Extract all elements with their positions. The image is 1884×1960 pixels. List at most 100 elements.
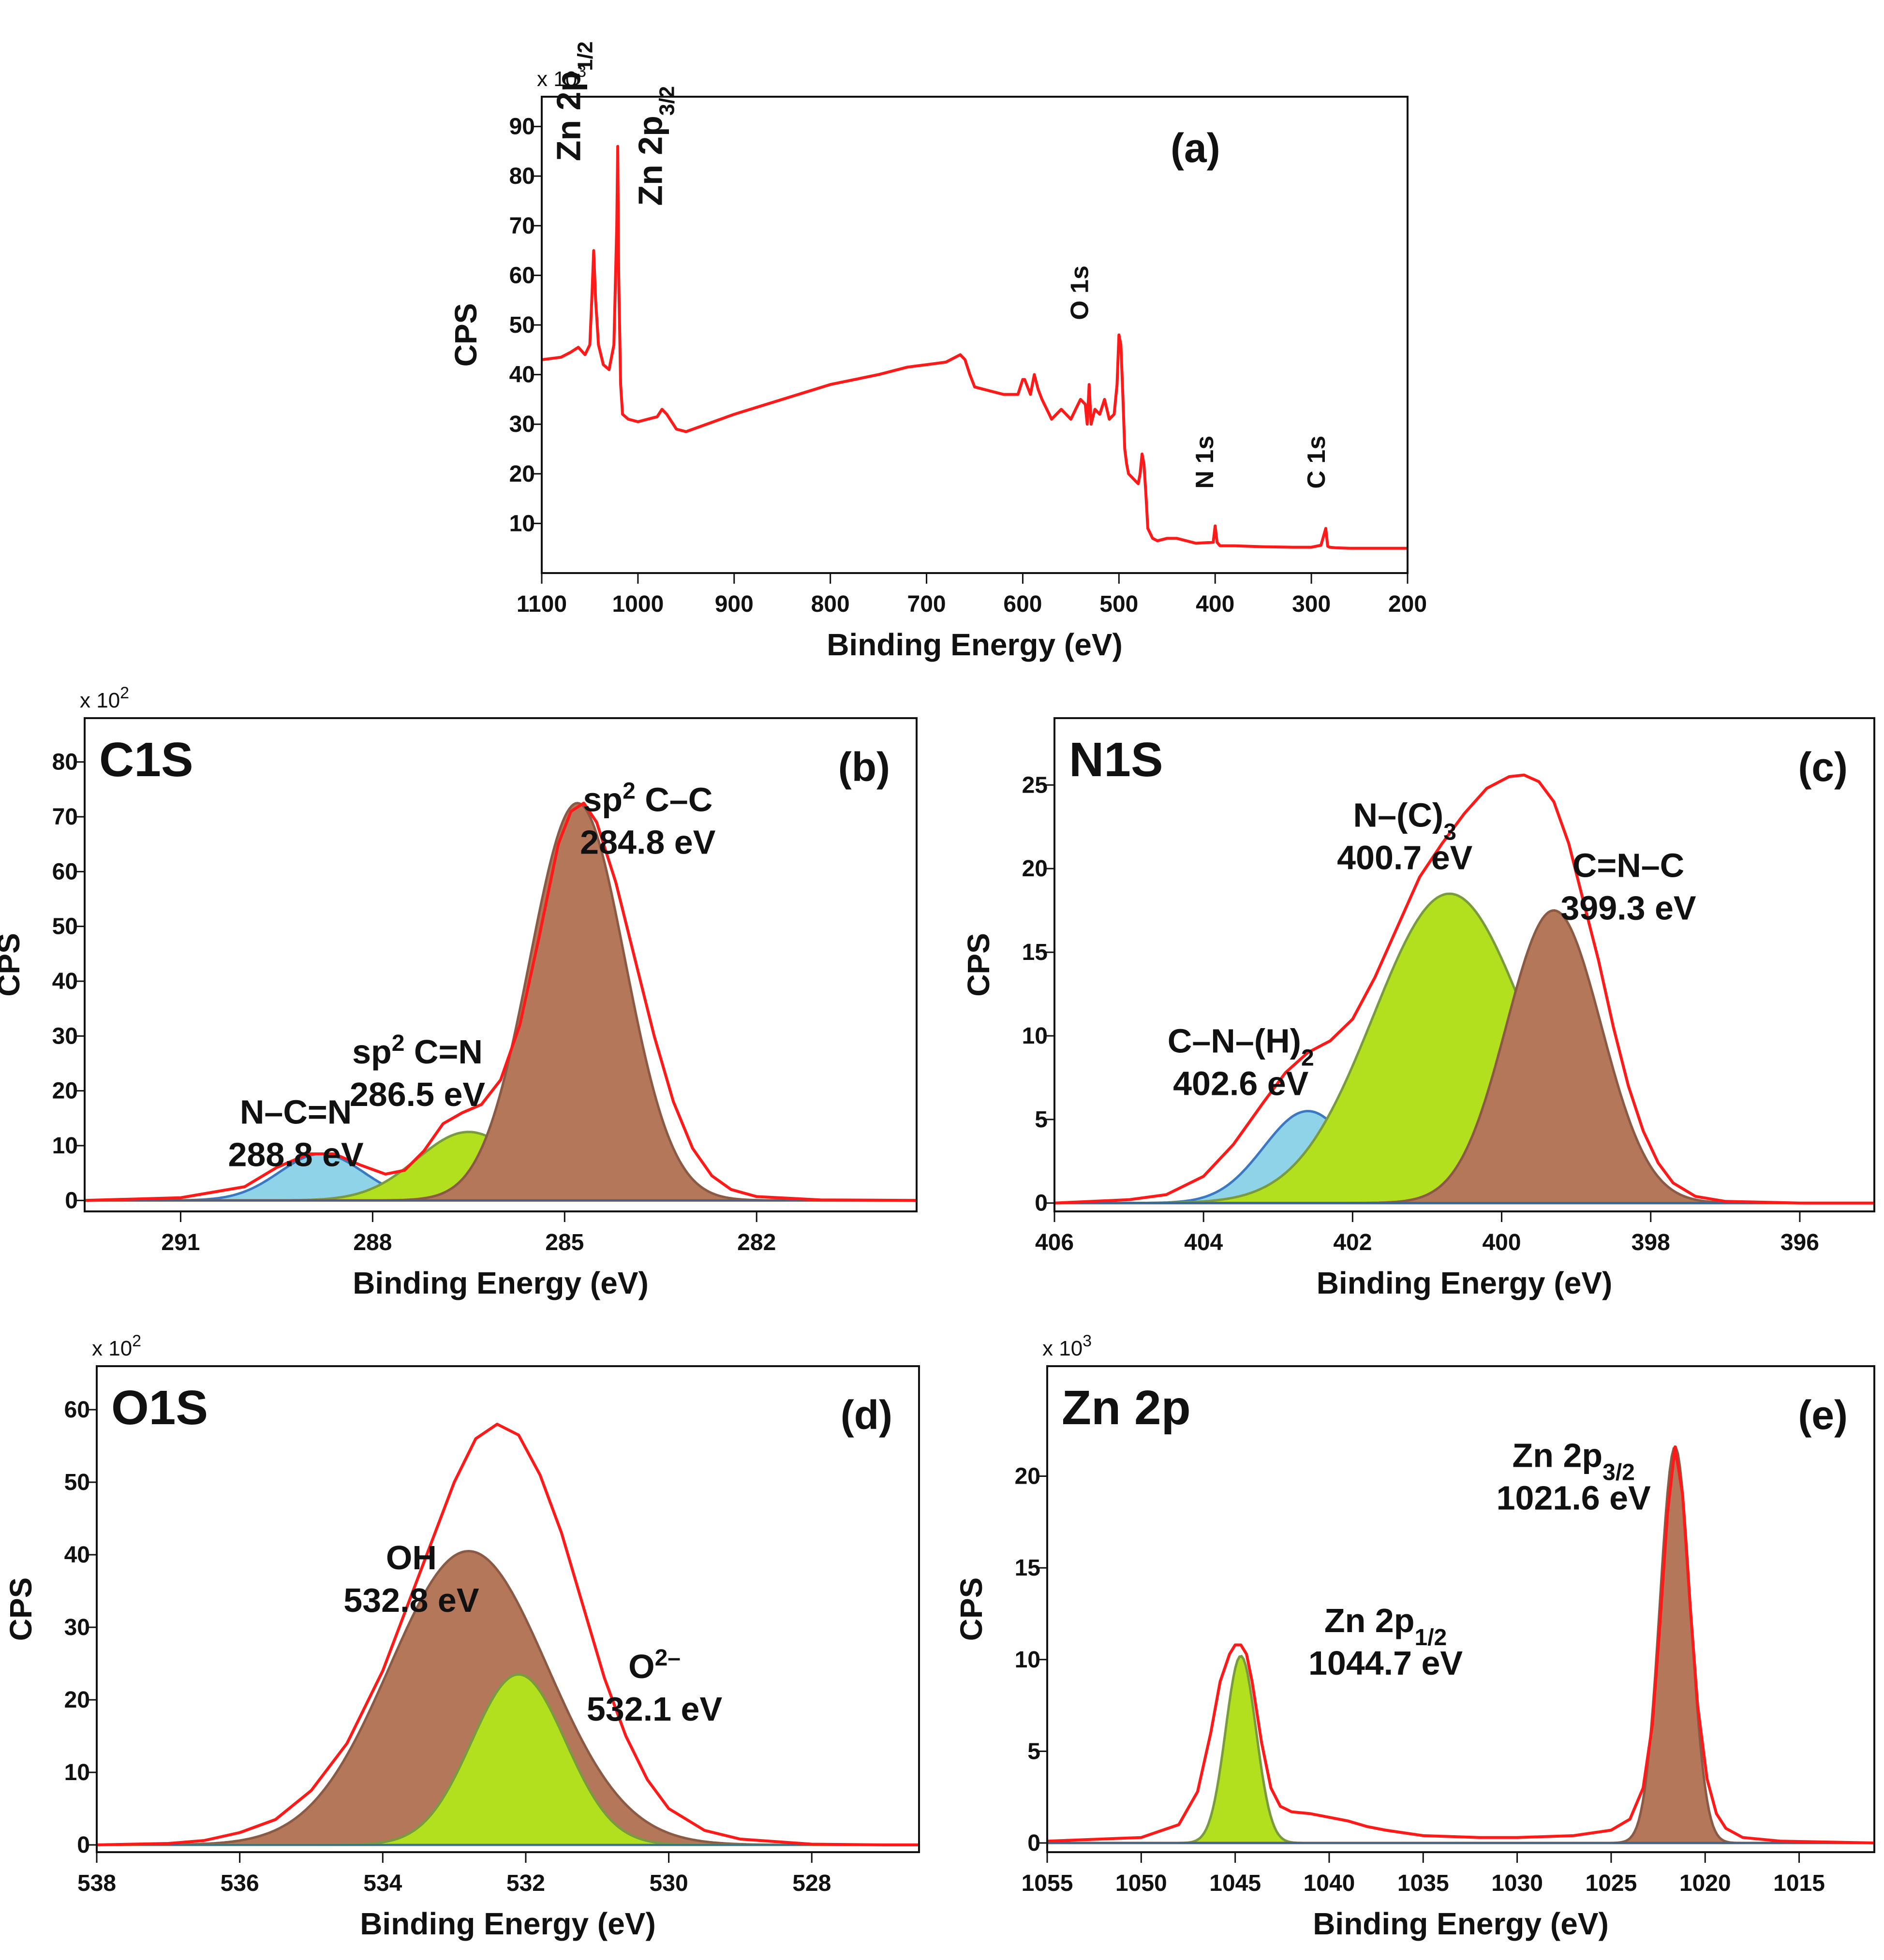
y-axis-title-d: CPS bbox=[3, 1577, 38, 1641]
panel-label-c: (c) bbox=[1798, 744, 1848, 790]
plot-frame-a bbox=[541, 96, 1409, 574]
x-tick-label-c: 406 bbox=[1035, 1230, 1074, 1255]
panel-title-e: Zn 2p bbox=[1062, 1381, 1191, 1435]
x-tick-label-d: 528 bbox=[792, 1871, 831, 1896]
x-tick-label-d: 536 bbox=[221, 1871, 259, 1896]
x-tick-label-d: 532 bbox=[506, 1871, 545, 1896]
y-tick-label-a: 10 bbox=[509, 511, 535, 536]
y-tick-label-a: 60 bbox=[509, 263, 535, 288]
panel-title-b: C1S bbox=[99, 733, 193, 787]
survey-spectrum-line bbox=[542, 145, 1408, 550]
peak-label-e: Zn 2p1/2 bbox=[1324, 1602, 1447, 1651]
peak-label-c: C–N–(H)2 bbox=[1168, 1022, 1314, 1071]
peak-annotation-a: C 1s bbox=[1303, 436, 1331, 489]
plot-frame-d bbox=[96, 1365, 920, 1853]
envelope-line-b bbox=[85, 801, 917, 1202]
peak-energy-d: 532.1 eV bbox=[587, 1690, 723, 1728]
y-tick-label-a: 30 bbox=[509, 412, 535, 437]
peak-energy-e: 1044.7 eV bbox=[1308, 1644, 1463, 1682]
x-tick-label-a: 800 bbox=[811, 591, 850, 617]
peak-label-c: N–(C)3 bbox=[1353, 796, 1456, 845]
x-tick-label-b: 288 bbox=[353, 1230, 392, 1255]
x-tick-label-a: 600 bbox=[1003, 591, 1042, 617]
peak-energy-b: 286.5 eV bbox=[350, 1076, 486, 1113]
peak-label-d: OH bbox=[386, 1539, 437, 1577]
x-tick-label-a: 700 bbox=[907, 591, 946, 617]
y-axis-title-b: CPS bbox=[0, 933, 26, 997]
y-tick-label-e: 5 bbox=[1027, 1739, 1040, 1764]
x-axis-title-d: Binding Energy (eV) bbox=[360, 1906, 656, 1941]
axis-multiplier-a: x 103 bbox=[537, 62, 586, 91]
y-tick-label-d: 20 bbox=[64, 1687, 90, 1713]
y-tick-label-b: 70 bbox=[52, 804, 78, 830]
x-tick-label-e: 1040 bbox=[1304, 1871, 1355, 1896]
axis-multiplier-e: x 103 bbox=[1042, 1332, 1092, 1360]
peak-label-b: sp2 C–C bbox=[583, 778, 712, 819]
y-tick-label-e: 10 bbox=[1015, 1647, 1040, 1673]
x-tick-label-c: 404 bbox=[1184, 1230, 1223, 1255]
x-tick-label-a: 200 bbox=[1388, 591, 1427, 617]
y-tick-label-d: 60 bbox=[64, 1397, 90, 1423]
y-axis-title-e: CPS bbox=[954, 1577, 989, 1641]
peak-annotation-a: N 1s bbox=[1191, 436, 1219, 489]
y-tick-label-a: 40 bbox=[509, 362, 535, 388]
y-tick-label-b: 40 bbox=[52, 969, 78, 994]
x-tick-label-d: 530 bbox=[650, 1871, 688, 1896]
peak-annotation-a: Zn 2p1/2 bbox=[550, 42, 597, 162]
plot-frame-c bbox=[1053, 717, 1875, 1212]
x-tick-label-e: 1050 bbox=[1115, 1871, 1167, 1896]
x-tick-label-a: 400 bbox=[1196, 591, 1234, 617]
y-tick-label-d: 50 bbox=[64, 1470, 90, 1495]
y-tick-label-e: 15 bbox=[1015, 1555, 1040, 1581]
y-tick-label-d: 0 bbox=[77, 1832, 90, 1858]
envelope-line-d bbox=[97, 1423, 919, 1846]
x-tick-label-b: 282 bbox=[737, 1230, 776, 1255]
y-tick-label-d: 40 bbox=[64, 1542, 90, 1568]
y-tick-label-c: 5 bbox=[1035, 1107, 1048, 1133]
panel-a-survey: 1100 1000 900 800 700 600 500 400 300 200 10 20 30 40… bbox=[448, 42, 1427, 662]
panel-e-zn2p: 1055 1050 1045 1040 1035 1030 1025 1020 10150510… bbox=[954, 1332, 1875, 1941]
panel-label-d: (d) bbox=[841, 1392, 892, 1438]
peak-energy-d: 532.8 eV bbox=[343, 1581, 479, 1619]
peak-label-d: O2– bbox=[628, 1645, 681, 1686]
x-axis-title-a: Binding Energy (eV) bbox=[827, 627, 1123, 662]
peak-annotation-a: Zn 2p3/2 bbox=[632, 86, 679, 206]
y-tick-label-d: 10 bbox=[64, 1760, 90, 1785]
panel-title-c: N1S bbox=[1069, 733, 1163, 787]
peak-energy-b: 284.8 eV bbox=[580, 824, 716, 861]
x-tick-label-e: 1025 bbox=[1586, 1871, 1637, 1896]
panel-c-n1s: 406 404 402 400 398 396 0 5 10 15 20 25 Binding Ener… bbox=[961, 717, 1875, 1300]
peak-energy-c: 400.7 eV bbox=[1337, 839, 1473, 877]
x-tick-label-e: 1045 bbox=[1209, 1871, 1261, 1896]
x-tick-label-a: 900 bbox=[715, 591, 754, 617]
panel-label-b: (b) bbox=[838, 744, 890, 790]
y-axis-title-c: CPS bbox=[961, 933, 996, 997]
panel-label-a: (a) bbox=[1171, 125, 1220, 171]
y-tick-label-a: 70 bbox=[509, 213, 535, 239]
plot-frame-b bbox=[84, 717, 918, 1212]
component-peak-d-2 bbox=[97, 1673, 919, 1846]
x-axis-title-c: Binding Energy (eV) bbox=[1317, 1266, 1613, 1300]
y-tick-label-c: 0 bbox=[1035, 1191, 1048, 1216]
peak-energy-c: 399.3 eV bbox=[1560, 889, 1696, 927]
y-tick-label-c: 10 bbox=[1022, 1023, 1048, 1049]
component-peak-b-3 bbox=[85, 802, 917, 1202]
y-tick-label-a: 20 bbox=[509, 461, 535, 487]
y-tick-label-d: 30 bbox=[64, 1615, 90, 1640]
x-tick-label-e: 1020 bbox=[1679, 1871, 1731, 1896]
peak-energy-b: 288.8 eV bbox=[228, 1136, 364, 1174]
axis-multiplier-b: x 102 bbox=[80, 684, 129, 712]
plot-frame-e bbox=[1046, 1365, 1875, 1853]
x-tick-label-a: 1000 bbox=[612, 591, 664, 617]
y-tick-label-b: 10 bbox=[52, 1133, 78, 1159]
x-tick-label-c: 402 bbox=[1333, 1230, 1372, 1255]
y-axis-title-a: CPS bbox=[448, 303, 483, 367]
envelope-line-c bbox=[1054, 773, 1874, 1205]
y-tick-label-b: 0 bbox=[65, 1188, 78, 1213]
y-tick-label-b: 80 bbox=[52, 750, 78, 775]
x-tick-label-d: 538 bbox=[77, 1871, 116, 1896]
panel-b-c1s: 291 288 285 282 0 10 20 30 40 50 60 70 80 Binding Ene… bbox=[0, 684, 918, 1300]
x-tick-label-c: 396 bbox=[1780, 1230, 1819, 1255]
x-tick-label-e: 1015 bbox=[1773, 1871, 1825, 1896]
